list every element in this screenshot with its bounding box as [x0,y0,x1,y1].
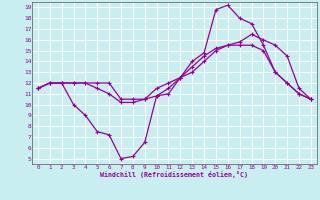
X-axis label: Windchill (Refroidissement éolien,°C): Windchill (Refroidissement éolien,°C) [100,171,248,178]
